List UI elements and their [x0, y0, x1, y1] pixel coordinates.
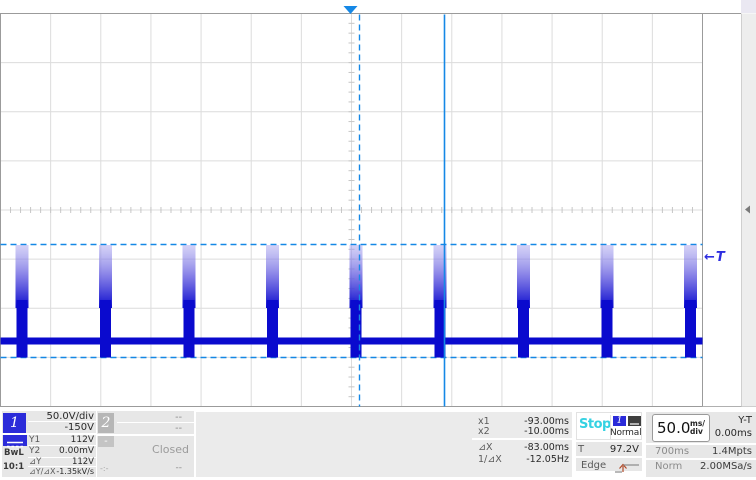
display-mode: Y-T	[738, 415, 752, 426]
waveform-pulse-top	[684, 245, 697, 308]
bandwidth-limit-label: BwL	[4, 448, 24, 458]
timebase-panel[interactable]: 50.0 ms/ div Y-T 0.00ms 700ms 1.4Mpts No…	[646, 412, 756, 477]
divider	[28, 456, 96, 458]
measure-y2-label: Y2	[29, 446, 41, 456]
waveform-pulse	[267, 300, 278, 358]
divider	[28, 445, 96, 446]
waveform-pulse	[685, 300, 696, 358]
channel1-panel[interactable]: 1 50.0V/div -150V BwL 10:1 Y1 112V Y2 0.…	[2, 411, 96, 477]
measure-y1-label: Y1	[29, 435, 41, 445]
trigger-level-row: T 97.2V	[576, 442, 642, 456]
trigger-delay: 0.00ms	[714, 428, 752, 439]
waveform-pulse-top	[349, 245, 363, 308]
run-state[interactable]: Stop	[579, 417, 611, 432]
waveform-pulse	[16, 300, 28, 358]
channel1-scale: 50.0V/div	[46, 411, 94, 422]
waveform-pulse-top	[433, 245, 447, 308]
statusbar-filler	[196, 412, 572, 477]
channel2-extra-value: --	[175, 463, 183, 473]
run-state-box: Stop 1 Normal	[576, 412, 642, 440]
trigger-type: Edge	[581, 459, 607, 471]
waveform-pulse	[183, 300, 195, 358]
cursor-freq-label: 1/⊿X	[478, 454, 502, 465]
channel2-scale: --	[175, 412, 182, 423]
timebase-unit-bottom: div	[690, 426, 703, 436]
divider	[2, 432, 96, 435]
waveform-pulse	[100, 300, 111, 358]
divider	[610, 415, 611, 439]
divider	[646, 442, 756, 445]
divider	[472, 438, 572, 440]
sample-rate: 2.00MSa/s	[700, 461, 752, 472]
measure-slope-value: -1.35kV/s	[56, 467, 94, 476]
trigger-level-value: 97.2V	[609, 444, 639, 455]
waveform-pulse-top	[182, 245, 196, 308]
measure-dy-value: 112V	[71, 457, 94, 467]
measure-y1-value: 112V	[70, 435, 94, 445]
waveform-pulse	[601, 300, 613, 358]
channel2-badge[interactable]: 2	[98, 413, 114, 433]
cursor-x2-value: -10.00ms	[524, 425, 569, 437]
trigger-type-row[interactable]: Edge	[576, 457, 642, 473]
acquire-mode: Norm	[655, 461, 683, 472]
timebase-unit-top: ms/	[690, 419, 706, 428]
probe-ratio-label: 10:1	[3, 462, 25, 472]
trigger-source-badge[interactable]: 1	[613, 416, 626, 426]
channel2-extra-label: -:-	[100, 464, 109, 473]
channel2-status: Closed	[152, 443, 189, 456]
divider	[117, 422, 194, 423]
collapse-arrow-icon[interactable]	[745, 205, 750, 214]
channel2-offset: --	[175, 423, 182, 434]
trigger-panel[interactable]: Stop 1 Normal T 97.2V Edge	[576, 412, 642, 477]
waveform-pulse-top	[266, 245, 279, 308]
divider	[28, 421, 96, 422]
record-time: 700ms	[655, 446, 690, 457]
trigger-coupling-icon[interactable]	[628, 416, 641, 429]
waveform-pulse-top	[600, 245, 614, 308]
cursor-dx-label: ⊿X	[478, 441, 493, 453]
divider	[646, 457, 756, 460]
measure-slope-label: ⊿Y/⊿X	[29, 467, 56, 476]
cursor-x2-label: x2	[478, 425, 490, 437]
timebase-scale: 50.0	[657, 419, 691, 437]
cursor-dx-value: -83.00ms	[524, 441, 569, 453]
divider	[97, 433, 194, 436]
waveform-pulse-top	[15, 245, 29, 308]
dc-coupling-icon[interactable]	[3, 435, 27, 448]
measure-dy-label: ⊿Y	[29, 457, 42, 467]
trigger-level-label: T	[578, 444, 585, 455]
divider	[28, 466, 96, 467]
trigger-mode[interactable]: Normal	[610, 428, 642, 438]
channel1-offset: -150V	[64, 421, 94, 433]
plot-border	[0, 13, 703, 407]
waveform-pulse	[350, 300, 362, 358]
topbar-corner	[741, 0, 756, 13]
measure-y2-value: 0.00mV	[59, 446, 94, 456]
channel2-minus-badge: -	[98, 436, 114, 447]
waveform-pulse	[434, 300, 446, 358]
cursor-x1-value: -93.00ms	[524, 415, 569, 427]
waveform-pulse	[518, 300, 529, 358]
trigger-level-marker[interactable]: ←T	[704, 250, 726, 265]
rising-edge-icon	[614, 459, 640, 478]
timebase-scale-box[interactable]: 50.0 ms/ div	[652, 414, 710, 442]
cursor-readout-panel: x1 -93.00ms x2 -10.00ms ⊿X -83.00ms 1/⊿X…	[472, 412, 572, 477]
waveform-pulse-top	[99, 245, 112, 308]
channel1-badge[interactable]: 1	[3, 413, 26, 433]
waveform-pulse-top	[517, 245, 530, 308]
record-points: 1.4Mpts	[711, 446, 752, 457]
cursor-x1-label: x1	[478, 415, 490, 427]
timebase-unit: ms/ div	[690, 420, 705, 435]
cursor-freq-value: -12.05Hz	[526, 454, 569, 465]
trigger-position-marker-icon[interactable]	[343, 6, 358, 14]
channel2-panel[interactable]: 2 -- -- - Closed -:- --	[97, 411, 194, 477]
